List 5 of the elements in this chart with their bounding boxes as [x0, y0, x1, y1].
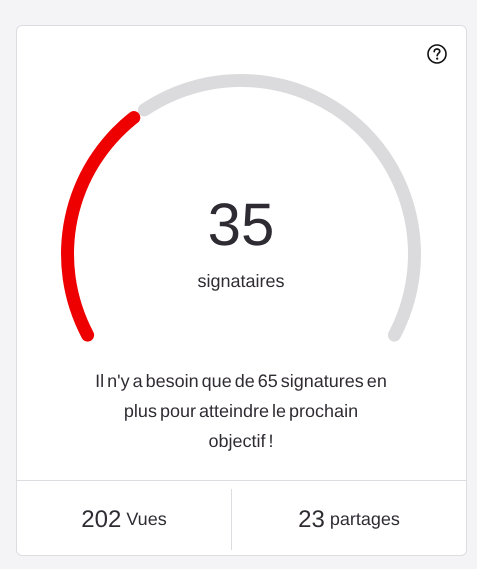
- text: signataires: [197, 271, 285, 291]
- text: 202 Vues: [81, 506, 167, 534]
- text: 35: [208, 191, 274, 258]
- text: Il n'y a besoin que de 65 signatures en plus pour atteindre le prochain objectif !: [95, 370, 387, 453]
- text: 23 partages: [298, 506, 400, 534]
